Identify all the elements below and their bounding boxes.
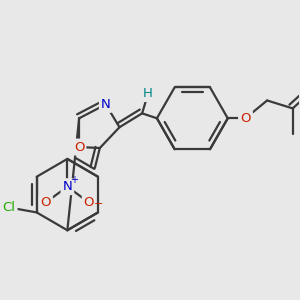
Text: O: O: [74, 140, 84, 154]
Text: Cl: Cl: [3, 201, 16, 214]
Text: +: +: [70, 175, 78, 185]
Text: −: −: [94, 200, 104, 209]
Text: N: N: [101, 98, 111, 111]
Text: O: O: [240, 112, 251, 125]
Text: O: O: [40, 196, 51, 209]
Text: O: O: [240, 112, 251, 125]
Text: N: N: [62, 180, 72, 193]
Text: O: O: [84, 196, 94, 209]
Text: H: H: [143, 87, 153, 100]
